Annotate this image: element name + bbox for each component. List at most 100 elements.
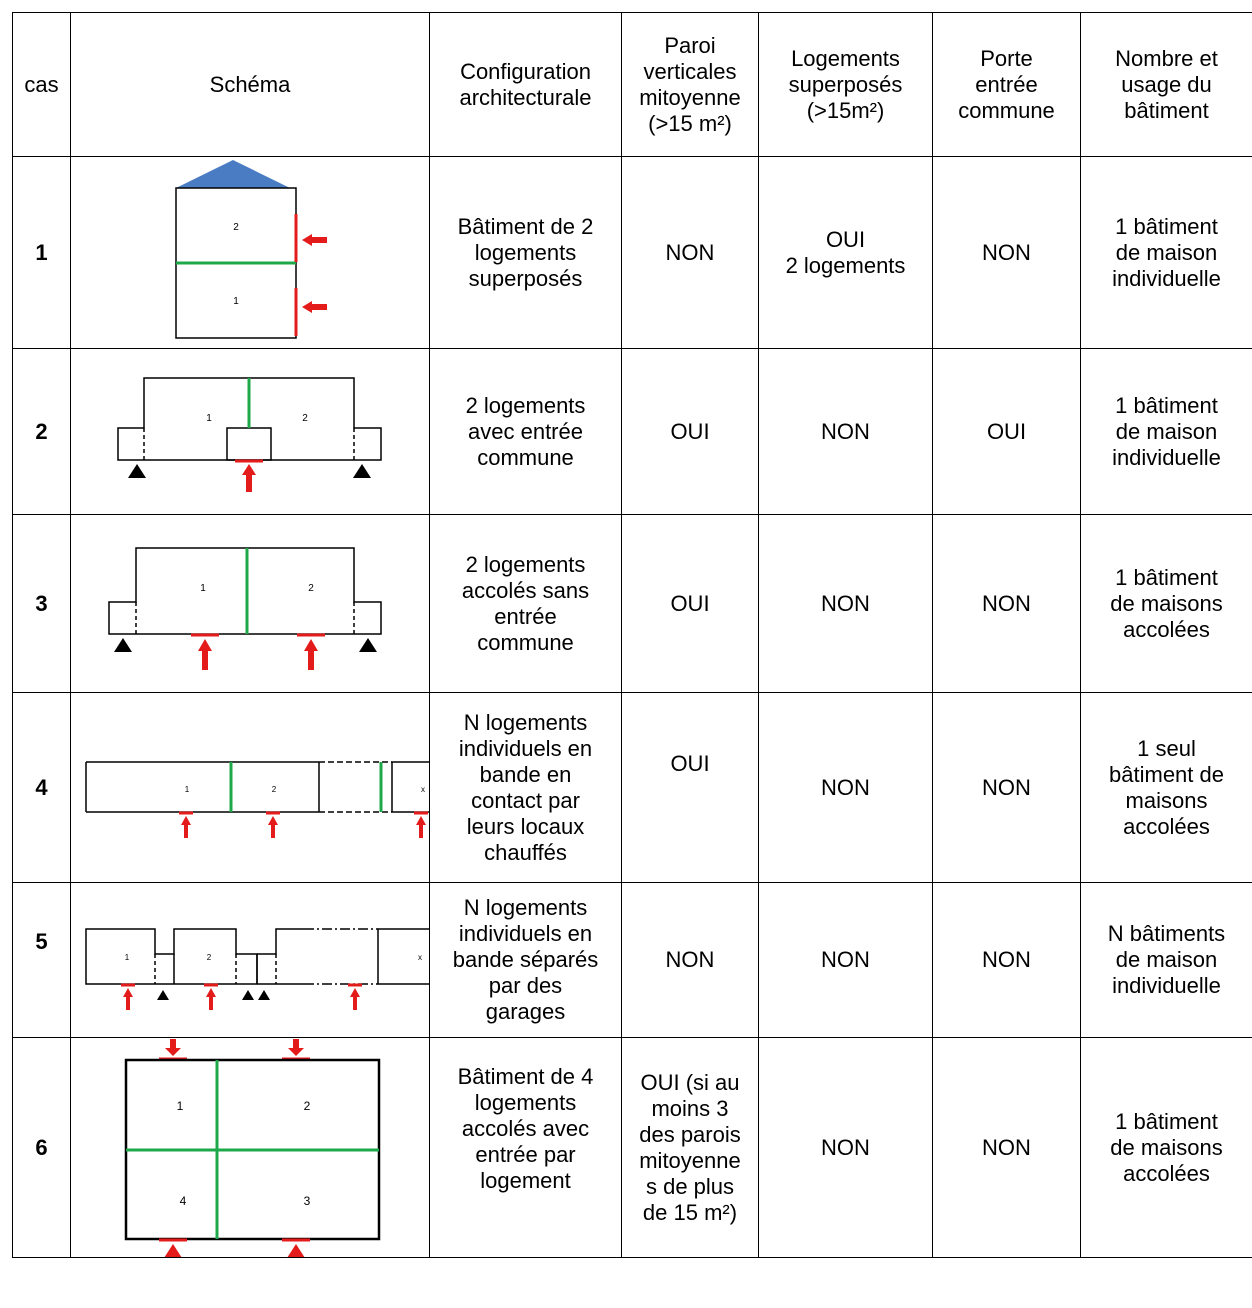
entrance-arrow (302, 233, 327, 246)
garage-triangle (258, 989, 270, 1000)
superposes-cell: NON (758, 1037, 933, 1258)
table-row: 1 2 1 (12, 156, 1252, 349)
last-unit (391, 760, 430, 813)
paroi-cell: NON (621, 882, 759, 1038)
schema-four-attached: 1 2 4 3 (124, 1038, 381, 1257)
unit-label: 1 (200, 583, 206, 594)
unit-label: 1 (125, 953, 130, 962)
nombre-cell: N bâtiments de maison individuelle (1080, 882, 1252, 1038)
header-config: Configuration architecturale (429, 12, 622, 157)
entrance-arrow (350, 987, 360, 1010)
entrance-hall (226, 426, 272, 461)
superposes-cell: OUI 2 logements (758, 156, 933, 349)
porte-cell: NON (932, 1037, 1081, 1258)
paroi-cell: NON (621, 156, 759, 349)
nombre-cell: 1 bâtiment de maison individuelle (1080, 156, 1252, 349)
header-schema: Schéma (70, 12, 430, 157)
config-cell: Bâtiment de 4 logements accolés avec ent… (429, 1037, 622, 1258)
unit-label: 1 (177, 1099, 184, 1113)
config-cell: 2 logements accolés sans entrée commune (429, 514, 622, 693)
building-outline (117, 376, 382, 461)
cas-number: 3 (12, 514, 71, 693)
entrance-arrow (164, 1243, 182, 1257)
garage-triangle (242, 989, 254, 1000)
entrance-arrow (302, 300, 327, 313)
unit-label: x (418, 953, 422, 962)
building-outline (257, 927, 304, 955)
cas-number: 6 (12, 1037, 71, 1258)
unit-label: 2 (302, 413, 308, 424)
schema-stacked-dwellings: 2 1 (175, 159, 327, 339)
entrance-arrow (206, 987, 216, 1010)
unit-label: x (421, 785, 425, 794)
header-paroi: Paroi verticales mitoyenne (>15 m²) (621, 12, 759, 157)
paroi-cell: OUI (621, 514, 759, 693)
header-cas: cas (12, 12, 71, 157)
header-porte: Porte entrée commune (932, 12, 1081, 157)
table-row: 4 (12, 692, 1252, 883)
entrance-arrow (287, 1243, 305, 1257)
porte-cell: OUI (932, 348, 1081, 515)
porte-cell: NON (932, 692, 1081, 883)
garage-triangle (353, 463, 371, 478)
nombre-cell: 1 bâtiment de maison individuelle (1080, 348, 1252, 515)
garage-triangle (157, 989, 169, 1000)
entrance-arrow (165, 1038, 181, 1056)
nombre-cell: 1 seul bâtiment de maisons accolées (1080, 692, 1252, 883)
schema-cell: 1 2 (70, 348, 430, 515)
header-superposes: Logements superposés (>15m²) (758, 12, 933, 157)
porte-cell: NON (932, 514, 1081, 693)
porte-cell: NON (932, 156, 1081, 349)
schema-attached-no-common-entrance: 1 2 (108, 546, 382, 670)
table-row: 2 1 2 (12, 348, 1252, 515)
entrance-arrow (242, 463, 256, 492)
unit-label: 2 (304, 1099, 311, 1113)
superposes-cell: NON (758, 692, 933, 883)
config-cell: 2 logements avec entrée commune (429, 348, 622, 515)
nombre-cell: 1 bâtiment de maisons accolées (1080, 1037, 1252, 1258)
roof-shape (176, 159, 290, 188)
unit-label: 2 (207, 953, 212, 962)
porte-cell: NON (932, 882, 1081, 1038)
header-nombre: Nombre et usage du bâtiment (1080, 12, 1252, 157)
superposes-cell: NON (758, 882, 933, 1038)
schema-row-houses-garages: 1 2 x (85, 927, 430, 1010)
paroi-cell: OUI (si au moins 3 des parois mitoyenne … (621, 1037, 759, 1258)
unit-label: 1 (185, 785, 190, 794)
entrance-arrow (416, 815, 426, 838)
cas-number: 1 (12, 156, 71, 349)
header-row: cas Schéma Configuration architecturale … (12, 12, 1252, 157)
table-row: 6 (12, 1037, 1252, 1258)
garage-triangle (359, 637, 377, 652)
unit-label: 2 (272, 785, 277, 794)
unit-label: 1 (233, 296, 239, 307)
unit-label: 2 (233, 222, 239, 233)
cas-number: 2 (12, 348, 71, 515)
config-cell: N logements individuels en bande en cont… (429, 692, 622, 883)
config-cell: Bâtiment de 2 logements superposés (429, 156, 622, 349)
entrance-arrow (123, 987, 133, 1010)
paroi-cell: OUI (621, 692, 759, 883)
schema-cell: 2 1 (70, 156, 430, 349)
table-row: 3 (12, 514, 1252, 693)
entrance-arrow (288, 1038, 304, 1056)
entrance-arrow (268, 815, 278, 838)
schema-cell: 1 2 4 3 (70, 1037, 430, 1258)
housing-configuration-table: cas Schéma Configuration architecturale … (12, 12, 1252, 1258)
schema-row-houses-heated-contact: 1 2 x (85, 760, 430, 838)
table-row: 5 (12, 882, 1252, 1038)
unit-label: 4 (180, 1194, 187, 1208)
unit-label: 3 (304, 1194, 311, 1208)
garage-triangle (114, 637, 132, 652)
building-outline (108, 546, 382, 635)
unit-label: 2 (308, 583, 314, 594)
building-outline (85, 927, 258, 985)
garage-triangle (128, 463, 146, 478)
entrance-arrow (198, 638, 212, 670)
entrance-arrow (181, 815, 191, 838)
unit-label: 1 (206, 413, 212, 424)
config-cell: N logements individuels en bande séparés… (429, 882, 622, 1038)
entrance-arrow (304, 638, 318, 670)
schema-common-entrance: 1 2 (117, 376, 382, 492)
schema-cell: 1 2 (70, 514, 430, 693)
